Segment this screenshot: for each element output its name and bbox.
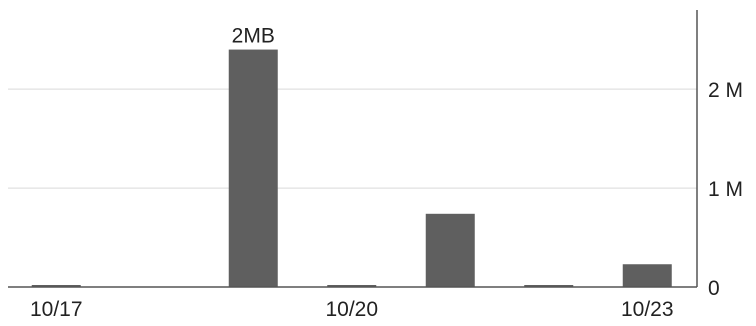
x-tick-label: 10/23 [621, 298, 674, 321]
bars [31, 49, 672, 288]
axes [8, 10, 698, 288]
bar-10-21 [425, 213, 475, 287]
y-tick-label: 1 M [708, 178, 743, 201]
grid-lines [8, 88, 697, 189]
data-label: 2MB [232, 25, 275, 48]
bar-10-19 [228, 49, 278, 288]
y-tick-label: 2 M [708, 79, 743, 102]
x-tick-label: 10/17 [30, 298, 83, 321]
bar-10-20 [327, 285, 377, 287]
labels: 0 1 M 2 M 10/17 10/20 10/23 2MB [30, 25, 743, 321]
x-tick-label: 10/20 [325, 298, 378, 321]
bar-10-17 [31, 285, 81, 287]
bar-10-23 [622, 264, 672, 287]
bar-10-22 [524, 285, 574, 287]
y-tick-label: 0 [708, 277, 720, 300]
